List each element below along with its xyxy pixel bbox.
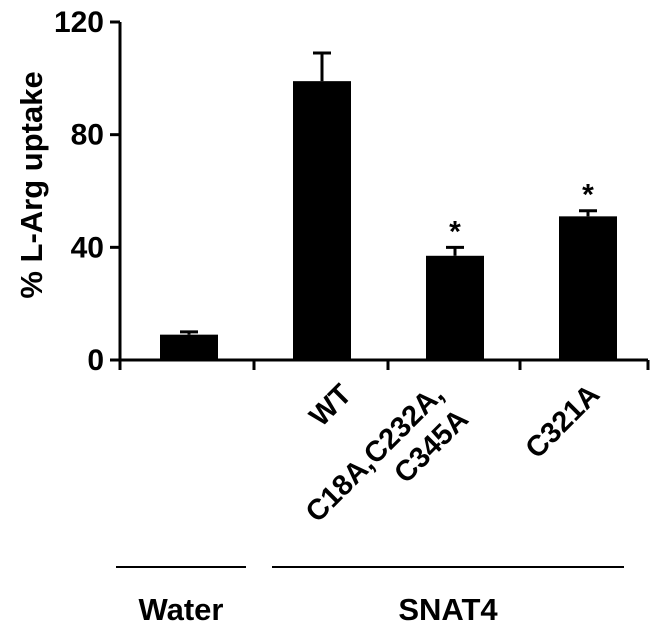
y-axis-label: % L-Arg uptake	[14, 71, 49, 298]
error-bar	[579, 209, 597, 217]
bar	[559, 216, 617, 360]
y-tick-label: 40	[71, 231, 104, 264]
group-label: Water	[139, 592, 224, 627]
y-tick-label: 80	[71, 119, 104, 152]
error-bar	[180, 330, 198, 335]
bar	[293, 81, 351, 361]
error-bar	[313, 51, 331, 82]
group-label: SNAT4	[398, 592, 498, 627]
error-bar	[446, 245, 464, 256]
significance-markers: **	[449, 179, 594, 249]
error-bars	[180, 51, 597, 335]
significance-star: *	[449, 215, 461, 248]
y-axis: 0 40 80 120	[54, 6, 122, 377]
x-category-label: WT	[304, 378, 359, 433]
bar	[160, 334, 218, 360]
significance-star: *	[582, 179, 594, 212]
x-axis	[118, 358, 650, 370]
bars	[160, 81, 617, 361]
x-category-label: C321A	[520, 378, 606, 464]
y-tick-label: 0	[87, 344, 104, 377]
y-tick-label: 120	[54, 6, 104, 39]
bar	[426, 255, 484, 360]
group-brackets: Water SNAT4	[116, 566, 624, 627]
